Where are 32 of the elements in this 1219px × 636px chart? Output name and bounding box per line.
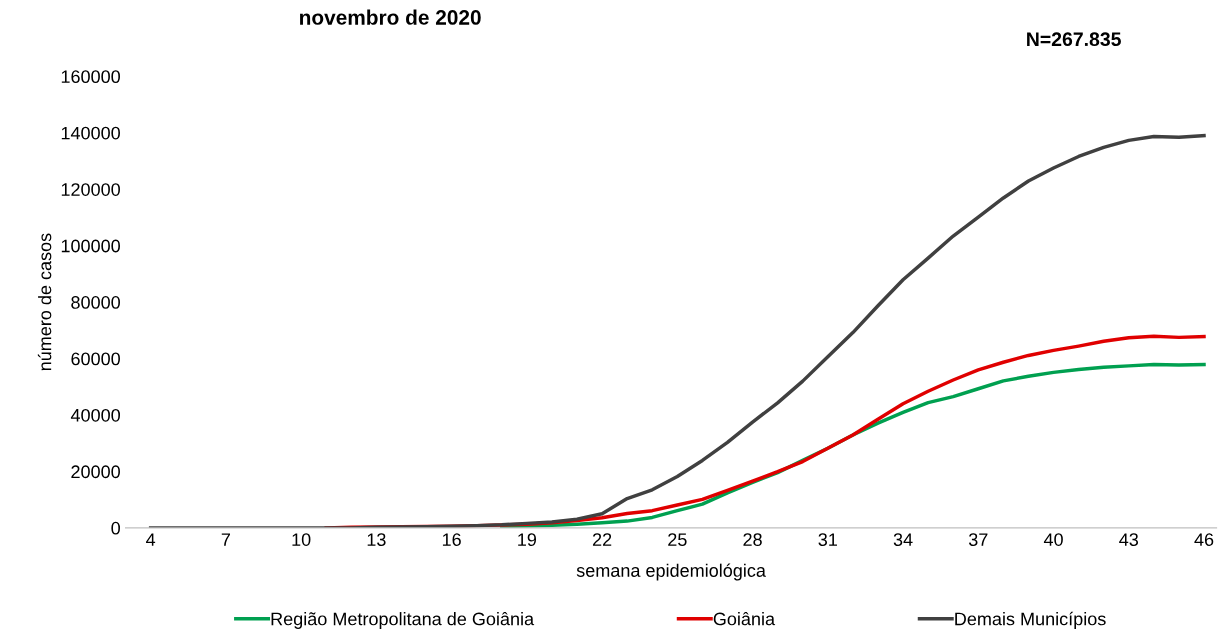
text: N=267.835 <box>1027 32 1121 47</box>
line-series <box>148 133 1206 528</box>
x-tick-label: 19 <box>518 533 537 546</box>
legend-label: Região Metropolitana de Goiânia <box>271 612 535 629</box>
x-tick-label: 37 <box>968 533 988 546</box>
x-axis-title: semana epidemiológica <box>576 563 766 581</box>
y-tick-label: 140000 <box>61 126 120 140</box>
y-tick-label: 160000 <box>61 70 120 84</box>
x-tick-label: 16 <box>442 533 461 546</box>
y-tick-label: 120000 <box>61 183 120 196</box>
y-axis-title: número de casos <box>37 233 52 371</box>
x-tick-label: 13 <box>367 533 386 546</box>
y-tick-label: 40000 <box>70 408 120 422</box>
x-tick-label: 22 <box>592 533 612 546</box>
chart-title: novembro de 2020 <box>300 9 481 25</box>
y-tick-label: 100000 <box>61 239 120 253</box>
x-tick-label: 31 <box>818 533 837 546</box>
x-tick-label: 10 <box>292 533 311 546</box>
x-tick-label: 4 <box>146 533 156 546</box>
x-tick-label: 40 <box>1043 533 1063 546</box>
y-tick-label: 60000 <box>71 352 120 366</box>
y-tick-label: 20000 <box>71 465 120 479</box>
y-tick-label: 80000 <box>71 296 120 309</box>
x-tick-label: 34 <box>893 533 913 546</box>
legend-label: Goiânia <box>713 612 776 626</box>
y-tick-label: 0 <box>111 521 120 535</box>
x-tick-label: 7 <box>221 533 230 546</box>
x-tick-label: 28 <box>743 533 762 546</box>
x-tick-label: 46 <box>1194 533 1214 546</box>
legend-label: Demais Municípios <box>955 611 1106 629</box>
x-tick-label: 43 <box>1119 533 1139 546</box>
x-tick-label: 25 <box>668 533 687 546</box>
